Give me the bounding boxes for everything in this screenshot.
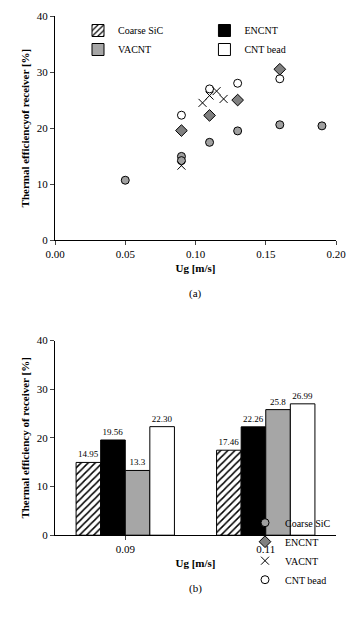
svg-text:Thermal efficiencyof receiver: Thermal efficiencyof receiver [%] <box>19 49 31 208</box>
svg-text:Thermal efficiency of receiver: Thermal efficiency of receiver [%] <box>19 357 31 518</box>
svg-text:14.95: 14.95 <box>78 449 99 459</box>
svg-text:Coarse SiC: Coarse SiC <box>118 25 164 36</box>
svg-text:0.11: 0.11 <box>256 543 276 556</box>
svg-text:(b): (b) <box>189 582 202 595</box>
svg-text:10: 10 <box>37 178 49 190</box>
svg-text:0.15: 0.15 <box>256 248 276 260</box>
svg-text:26.99: 26.99 <box>292 391 313 401</box>
svg-text:20: 20 <box>37 122 49 134</box>
svg-text:VACNT: VACNT <box>285 556 318 567</box>
svg-text:0.20: 0.20 <box>326 248 346 260</box>
svg-text:0: 0 <box>42 529 48 541</box>
svg-text:CNT bead: CNT bead <box>244 44 285 55</box>
svg-text:CNT bead: CNT bead <box>285 575 326 586</box>
svg-text:40: 40 <box>37 334 49 346</box>
svg-text:40: 40 <box>37 10 49 22</box>
svg-text:30: 30 <box>37 383 49 395</box>
svg-text:(a): (a) <box>189 287 202 300</box>
svg-text:30: 30 <box>37 66 49 78</box>
svg-text:0.09: 0.09 <box>116 543 136 555</box>
svg-text:VACNT: VACNT <box>118 44 151 55</box>
svg-text:0: 0 <box>42 234 48 246</box>
svg-text:25.8: 25.8 <box>270 397 286 407</box>
svg-text:Ug [m/s]: Ug [m/s] <box>175 262 215 274</box>
svg-text:19.56: 19.56 <box>103 427 124 437</box>
svg-text:20: 20 <box>37 432 49 444</box>
svg-text:0.10: 0.10 <box>186 248 206 260</box>
svg-text:13.3: 13.3 <box>129 457 145 467</box>
svg-text:Coarse SiC: Coarse SiC <box>285 518 331 529</box>
svg-text:22.30: 22.30 <box>152 414 173 424</box>
svg-text:Ug [m/s]: Ug [m/s] <box>175 557 215 569</box>
svg-text:10: 10 <box>37 480 49 492</box>
svg-text:ENCNT: ENCNT <box>285 537 318 548</box>
svg-text:17.46: 17.46 <box>218 437 239 447</box>
svg-text:0.00: 0.00 <box>45 248 65 260</box>
svg-text:ENCNT: ENCNT <box>244 25 277 36</box>
svg-text:22.26: 22.26 <box>243 414 264 424</box>
svg-text:0.05: 0.05 <box>116 248 136 260</box>
